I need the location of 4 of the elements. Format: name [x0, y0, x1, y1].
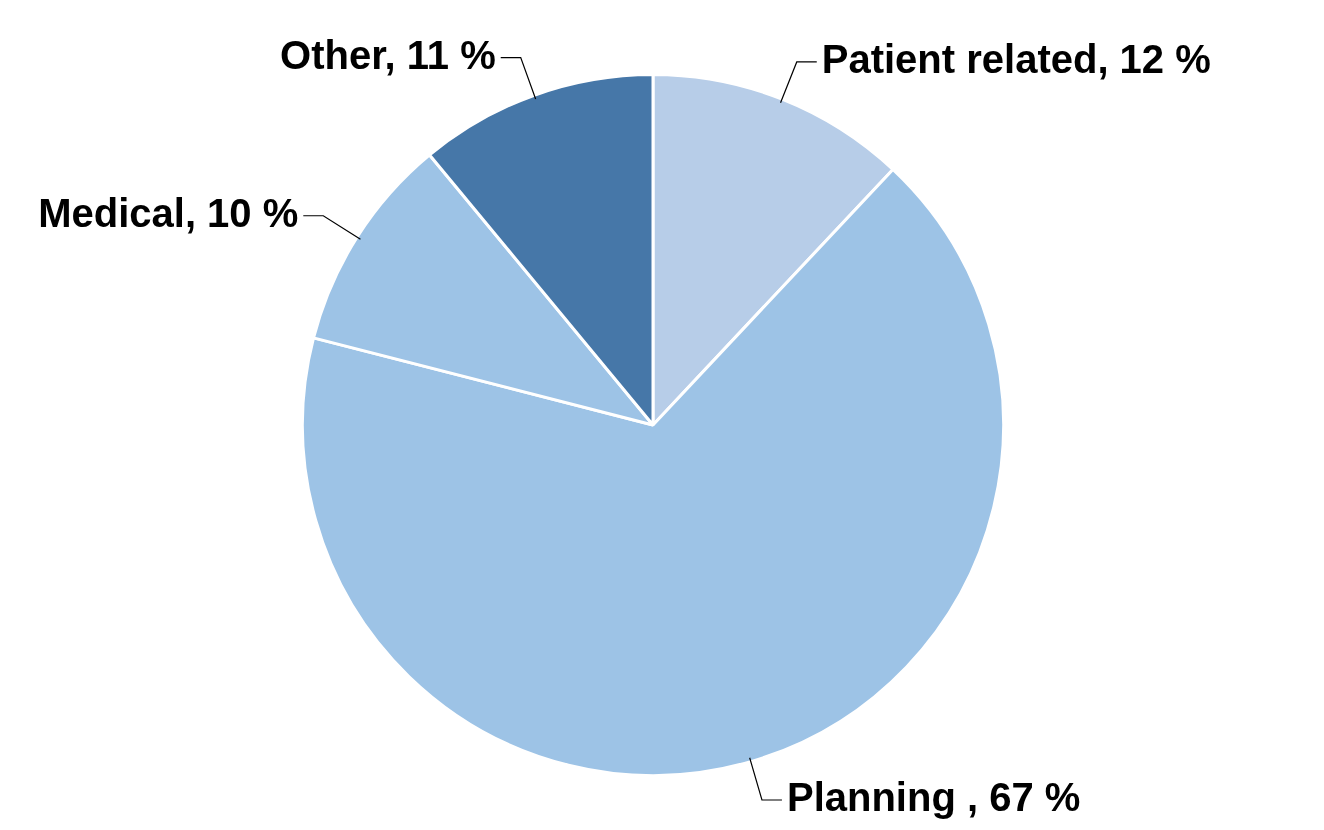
slice-label: Planning , 67 % — [786, 775, 1081, 820]
slice-label: Medical, 10 % — [38, 190, 299, 235]
slice-label: Patient related, 12 % — [821, 36, 1211, 81]
slice-label: Other, 11 % — [280, 32, 496, 77]
